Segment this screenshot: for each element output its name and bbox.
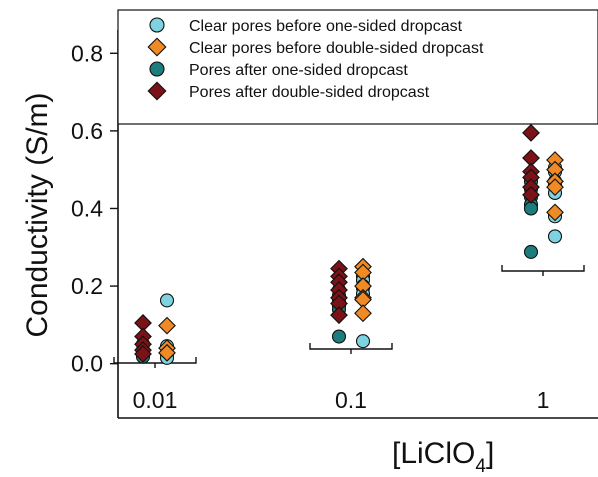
category-bracket xyxy=(113,357,197,368)
y-axis-title: Conductivity (S/m) xyxy=(21,92,54,337)
data-point xyxy=(159,293,175,308)
category-bracket xyxy=(501,265,585,276)
data-point xyxy=(546,178,564,197)
data-point xyxy=(354,304,372,323)
y-ticks: 0.0 0.2 0.4 0.6 0.8 xyxy=(71,40,118,377)
data-point xyxy=(522,123,540,142)
data-point xyxy=(546,203,564,222)
y-tick-label: 0.4 xyxy=(71,195,103,221)
data-point xyxy=(547,229,563,244)
y-tick-label: 0.2 xyxy=(71,273,103,299)
y-tick-label: 0.0 xyxy=(71,351,103,377)
category-brackets xyxy=(113,265,585,368)
data-point xyxy=(522,185,540,204)
data-point xyxy=(523,244,539,259)
legend-box xyxy=(117,9,598,125)
legend-label: Clear pores before double-sided dropcast xyxy=(189,40,484,57)
data-point xyxy=(134,345,152,363)
x-tick-label: 1 xyxy=(537,387,550,413)
data-point xyxy=(523,201,539,216)
legend-marker xyxy=(149,61,165,77)
data-point xyxy=(355,334,371,349)
x-axis-title-subscript: 4 xyxy=(475,456,486,477)
x-tick-label: 0.01 xyxy=(133,387,178,413)
x-axis-title: [LiClO4] xyxy=(392,437,494,477)
data-point xyxy=(158,316,176,335)
data-point xyxy=(158,343,176,362)
y-tick-label: 0.6 xyxy=(71,118,103,144)
legend-label: Clear pores before one-sided dropcast xyxy=(189,18,463,35)
y-tick-label: 0.8 xyxy=(71,40,103,66)
legend-label: Pores after double-sided dropcast xyxy=(189,84,430,101)
legend-label: Pores after one-sided dropcast xyxy=(189,62,408,79)
legend-items: Clear pores before one-sided dropcast Cle… xyxy=(147,17,484,101)
legend-marker xyxy=(147,81,167,101)
x-axis-title-main: [LiClO xyxy=(392,437,475,470)
data-point xyxy=(330,306,348,325)
data-points xyxy=(134,123,564,365)
category-bracket xyxy=(309,343,393,354)
legend: Clear pores before one-sided dropcast Cle… xyxy=(117,9,598,125)
x-tick-labels: 0.01 0.1 1 xyxy=(133,387,550,413)
legend-marker xyxy=(147,37,167,57)
legend-marker xyxy=(149,17,165,33)
x-axis-title-close: ] xyxy=(486,437,494,470)
data-point xyxy=(331,329,347,344)
x-tick-label: 0.1 xyxy=(335,387,367,413)
